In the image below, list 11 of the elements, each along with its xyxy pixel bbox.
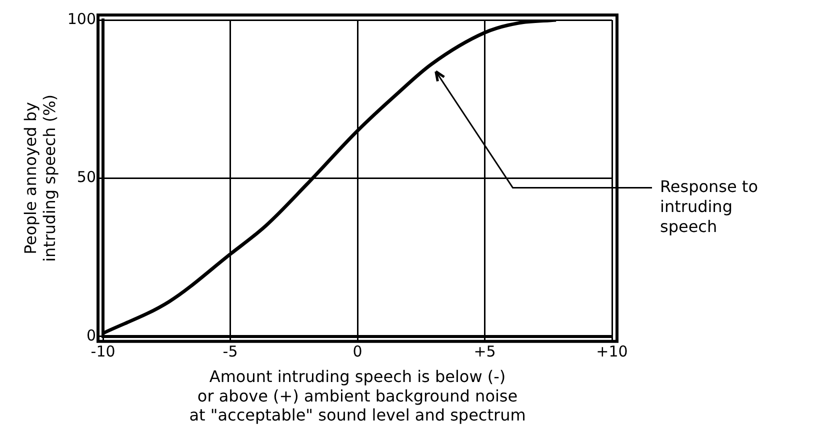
x-tick-label: +10 bbox=[596, 342, 628, 360]
x-tick-label: +5 bbox=[474, 342, 496, 360]
x-tick-label: -5 bbox=[222, 342, 238, 360]
y-axis-title: People annoyed by intruding speech (%) bbox=[20, 94, 59, 262]
x-tick-label: -10 bbox=[90, 342, 116, 360]
x-tick-label: 0 bbox=[352, 342, 362, 360]
y-tick-label: 50 bbox=[76, 168, 96, 186]
y-tick-label: 100 bbox=[67, 10, 96, 28]
x-axis-title: Amount intruding speech is below (-) or above (+) ambient background noise at "acceptable" sound level and spectrum bbox=[189, 367, 526, 425]
annotation: Response to intruding speech bbox=[660, 176, 758, 236]
y-tick-label: 0 bbox=[86, 326, 96, 344]
